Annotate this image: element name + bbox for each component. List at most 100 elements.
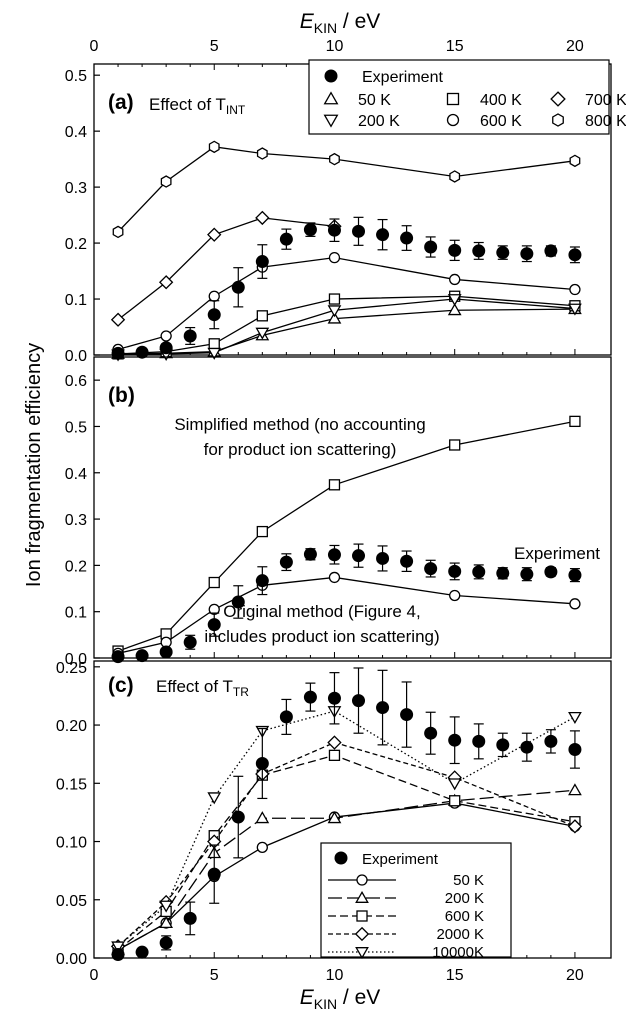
series-marker-2 [449, 795, 461, 807]
experiment-point [520, 567, 534, 581]
legend-label-5: 800 K [585, 113, 626, 130]
series-marker-4 [328, 251, 341, 264]
series-marker-0 [447, 303, 462, 316]
annotation-b: for product ion scattering) [204, 440, 397, 459]
y-tick-label: 0.6 [65, 373, 87, 390]
experiment-point [231, 595, 245, 609]
series-marker-4 [569, 283, 581, 296]
series-marker-0 [327, 311, 342, 324]
experiment-point [376, 228, 390, 242]
legend-box [320, 842, 512, 958]
experiment-point [111, 948, 125, 962]
series-marker-5 [160, 175, 172, 188]
legend-label-1: 200 K [445, 890, 484, 907]
legend-marker-experiment [324, 69, 338, 83]
experiment-point [400, 554, 414, 568]
experiment-point [568, 743, 582, 757]
experiment-point [207, 618, 221, 632]
experiment-point [544, 734, 558, 748]
series-marker-4 [207, 792, 222, 805]
experiment-point [376, 551, 390, 565]
experiment-point [303, 690, 317, 704]
x-tick-label-top: 20 [566, 38, 584, 55]
legend-a: Experiment 50 K 400 K 700 K 200 K 600 K 800 K [308, 59, 626, 135]
experiment-point [135, 945, 149, 959]
y-tick-label: 0.20 [56, 718, 87, 735]
series-marker-1 [208, 338, 220, 350]
series-marker-3 [447, 294, 462, 307]
experiment-point [303, 547, 317, 561]
x-tick-label-top: 15 [446, 38, 464, 55]
series-marker-1 [159, 915, 174, 929]
panel-title: Effect of TTR [156, 677, 249, 699]
legend-label-4: 10000K [432, 944, 484, 961]
experiment-point [352, 224, 366, 238]
experiment-point [448, 564, 462, 578]
experiment-point [496, 566, 510, 580]
y-axis-label: Ion fragmentation efficiency [23, 343, 45, 587]
series-line-5 [117, 146, 576, 233]
y-tick-label: 0.0 [65, 651, 87, 668]
series-marker-2 [110, 312, 126, 327]
experiment-point [424, 562, 438, 576]
y-tick-label: 0.3 [65, 180, 87, 197]
plot-frame [93, 356, 612, 659]
experiment-point [448, 733, 462, 747]
series-line-2 [117, 217, 335, 321]
experiment-point [159, 936, 173, 950]
series-marker-4 [208, 290, 220, 302]
series-marker-1 [568, 783, 582, 796]
experiment-point [496, 246, 510, 260]
legend-label-experiment: Experiment [362, 851, 439, 868]
series-marker-2 [255, 210, 270, 226]
experiment-point [279, 232, 293, 246]
series-marker-4 [111, 941, 125, 954]
experiment-point [472, 244, 486, 258]
annotation-b: includes product ion scattering) [204, 627, 439, 646]
legend-marker-0 [323, 91, 339, 105]
experiment-point [159, 645, 173, 659]
series-marker-5 [112, 225, 124, 239]
legend-marker-2 [356, 910, 368, 922]
experiment-point [520, 247, 534, 261]
x-axis-label-top: EKIN / eV [300, 10, 381, 36]
series-marker-5 [449, 170, 461, 183]
y-tick-label: 0.0 [65, 348, 87, 365]
series-marker-1 [256, 310, 268, 322]
y-tick-label: 0.00 [56, 951, 87, 968]
y-tick-label: 0.3 [65, 512, 87, 529]
experiment-point [135, 649, 149, 663]
y-tick-label: 0.1 [65, 605, 87, 622]
series-marker-3 [327, 305, 342, 318]
series-marker-1 [569, 598, 581, 610]
experiment-point [352, 694, 366, 708]
series-marker-5 [329, 152, 340, 166]
series-marker-3 [567, 819, 583, 834]
legend-marker-0 [356, 874, 368, 886]
series-marker-1 [449, 589, 461, 602]
x-tick-label-bottom: 5 [210, 967, 219, 984]
series-marker-4 [449, 273, 461, 286]
series-marker-1 [328, 293, 341, 305]
series-marker-0 [328, 479, 341, 491]
legend-marker-3 [323, 114, 339, 128]
legend-marker-4 [446, 113, 460, 127]
series-marker-4 [447, 778, 462, 791]
annotation-b: Original method (Figure 4, [223, 602, 420, 621]
legend-label-2: 600 K [445, 908, 484, 925]
y-tick-label: 0.2 [65, 236, 87, 253]
experiment-point [255, 255, 269, 269]
experiment-point [255, 574, 269, 588]
experiment-point [472, 734, 486, 748]
experiment-point [159, 341, 173, 355]
x-tick-label-top: 10 [326, 38, 344, 55]
experiment-point [424, 726, 438, 740]
experiment-point [568, 248, 582, 262]
x-tick-label-top: 0 [90, 38, 99, 55]
y-tick-label: 0.10 [56, 835, 87, 852]
panel-title-sub: TR [233, 685, 249, 699]
legend-label-4: 600 K [480, 113, 522, 130]
series-marker-1 [255, 811, 270, 824]
series-marker-3 [327, 735, 342, 750]
